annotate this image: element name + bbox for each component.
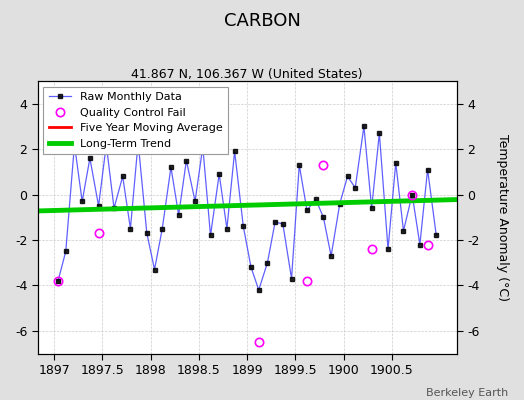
Raw Monthly Data — [63, 249, 69, 254]
Raw Monthly Data — [256, 288, 262, 292]
Raw Monthly Data — [288, 276, 294, 281]
Raw Monthly Data — [336, 201, 343, 206]
Raw Monthly Data — [192, 199, 198, 204]
Raw Monthly Data — [424, 167, 431, 172]
Raw Monthly Data — [111, 206, 117, 211]
Raw Monthly Data — [168, 165, 174, 170]
Line: Raw Monthly Data: Raw Monthly Data — [56, 125, 438, 292]
Raw Monthly Data — [248, 265, 254, 270]
Raw Monthly Data — [224, 226, 230, 231]
Raw Monthly Data — [55, 278, 61, 283]
Raw Monthly Data — [232, 149, 238, 154]
Quality Control Fail — [55, 278, 61, 283]
Raw Monthly Data — [409, 192, 416, 197]
Raw Monthly Data — [240, 224, 246, 229]
Title: 41.867 N, 106.367 W (United States): 41.867 N, 106.367 W (United States) — [132, 68, 363, 81]
Raw Monthly Data — [385, 247, 391, 252]
Raw Monthly Data — [79, 199, 85, 204]
Quality Control Fail — [304, 278, 310, 283]
Raw Monthly Data — [208, 233, 214, 238]
Quality Control Fail — [368, 247, 375, 252]
Raw Monthly Data — [119, 174, 126, 179]
Raw Monthly Data — [368, 206, 375, 211]
Quality Control Fail — [320, 163, 326, 168]
Quality Control Fail — [409, 192, 416, 197]
Raw Monthly Data — [135, 140, 141, 145]
Raw Monthly Data — [400, 228, 407, 233]
Raw Monthly Data — [176, 213, 182, 218]
Raw Monthly Data — [296, 163, 302, 168]
Raw Monthly Data — [264, 260, 270, 265]
Raw Monthly Data — [392, 160, 399, 165]
Raw Monthly Data — [352, 185, 358, 190]
Raw Monthly Data — [312, 197, 319, 202]
Raw Monthly Data — [216, 172, 222, 176]
Text: CARBON: CARBON — [224, 12, 300, 30]
Legend: Raw Monthly Data, Quality Control Fail, Five Year Moving Average, Long-Term Tren: Raw Monthly Data, Quality Control Fail, … — [43, 86, 228, 154]
Raw Monthly Data — [304, 208, 310, 213]
Raw Monthly Data — [144, 231, 150, 236]
Raw Monthly Data — [200, 144, 206, 149]
Quality Control Fail — [95, 231, 102, 236]
Raw Monthly Data — [361, 124, 367, 129]
Quality Control Fail — [256, 340, 262, 345]
Raw Monthly Data — [71, 142, 78, 147]
Line: Quality Control Fail: Quality Control Fail — [54, 161, 432, 346]
Raw Monthly Data — [87, 156, 93, 161]
Raw Monthly Data — [103, 142, 110, 147]
Raw Monthly Data — [151, 267, 158, 272]
Quality Control Fail — [424, 242, 431, 247]
Raw Monthly Data — [376, 131, 383, 136]
Raw Monthly Data — [183, 158, 190, 163]
Raw Monthly Data — [127, 226, 134, 231]
Raw Monthly Data — [433, 233, 440, 238]
Raw Monthly Data — [320, 215, 326, 220]
Raw Monthly Data — [95, 204, 102, 208]
Raw Monthly Data — [280, 222, 286, 226]
Raw Monthly Data — [272, 220, 278, 224]
Raw Monthly Data — [417, 242, 423, 247]
Y-axis label: Temperature Anomaly (°C): Temperature Anomaly (°C) — [496, 134, 509, 301]
Raw Monthly Data — [159, 226, 166, 231]
Raw Monthly Data — [328, 254, 334, 258]
Text: Berkeley Earth: Berkeley Earth — [426, 388, 508, 398]
Raw Monthly Data — [344, 174, 351, 179]
